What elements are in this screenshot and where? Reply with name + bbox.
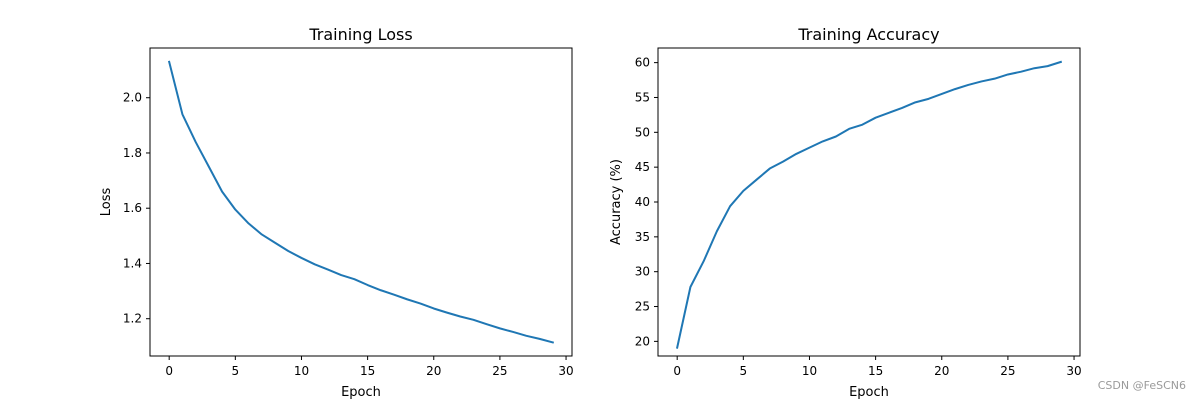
y-tick-label: 35 bbox=[635, 230, 650, 244]
chart-title: Training Accuracy bbox=[797, 25, 939, 44]
x-axis-label: Epoch bbox=[341, 385, 381, 400]
y-tick-label: 1.4 bbox=[123, 256, 142, 270]
series-line bbox=[167, 60, 555, 344]
y-tick-label: 1.6 bbox=[123, 201, 142, 215]
plot-frame bbox=[149, 47, 573, 357]
series-line bbox=[675, 60, 1063, 349]
x-tick-label: 30 bbox=[1066, 364, 1081, 378]
accuracy-chart: 0 5 10 15 20 25 30 20 25 30 35 40 45 50 55 60 Training A… bbox=[609, 25, 1082, 400]
x-tick-label: 15 bbox=[868, 364, 883, 378]
y-tick-label: 45 bbox=[635, 160, 650, 174]
x-tick-label: 5 bbox=[740, 364, 748, 378]
y-tick-label: 1.8 bbox=[123, 146, 142, 160]
y-tick-label: 50 bbox=[635, 125, 650, 139]
x-tick-label: 5 bbox=[232, 364, 240, 378]
x-tick-label: 20 bbox=[426, 364, 441, 378]
plot-frame bbox=[657, 47, 1081, 357]
loss-chart: 0 5 10 15 20 25 30 1.2 1.4 1.6 1.8 2.0 Training Loss… bbox=[99, 25, 574, 400]
y-axis-label: Loss bbox=[99, 188, 114, 217]
x-tick-label: 30 bbox=[558, 364, 573, 378]
chart-title: Training Loss bbox=[308, 25, 412, 44]
x-tick-label: 20 bbox=[934, 364, 949, 378]
y-tick-label: 2.0 bbox=[123, 91, 142, 105]
y-tick-label: 25 bbox=[635, 300, 650, 314]
y-tick-label: 55 bbox=[635, 90, 650, 104]
x-tick-label: 25 bbox=[492, 364, 507, 378]
y-tick-label: 20 bbox=[635, 334, 650, 348]
y-axis-label: Accuracy (%) bbox=[609, 159, 624, 245]
x-axis-label: Epoch bbox=[849, 385, 889, 400]
y-tick-label: 1.2 bbox=[123, 312, 142, 326]
y-tick-label: 30 bbox=[635, 265, 650, 279]
x-tick-label: 10 bbox=[802, 364, 817, 378]
x-tick-label: 10 bbox=[294, 364, 309, 378]
watermark: CSDN @FeSCN6 bbox=[1097, 379, 1186, 392]
y-tick-label: 40 bbox=[635, 195, 650, 209]
x-tick-label: 15 bbox=[360, 364, 375, 378]
x-tick-label: 0 bbox=[673, 364, 681, 378]
y-tick-label: 60 bbox=[635, 56, 650, 70]
x-tick-label: 0 bbox=[165, 364, 173, 378]
x-tick-label: 25 bbox=[1000, 364, 1015, 378]
